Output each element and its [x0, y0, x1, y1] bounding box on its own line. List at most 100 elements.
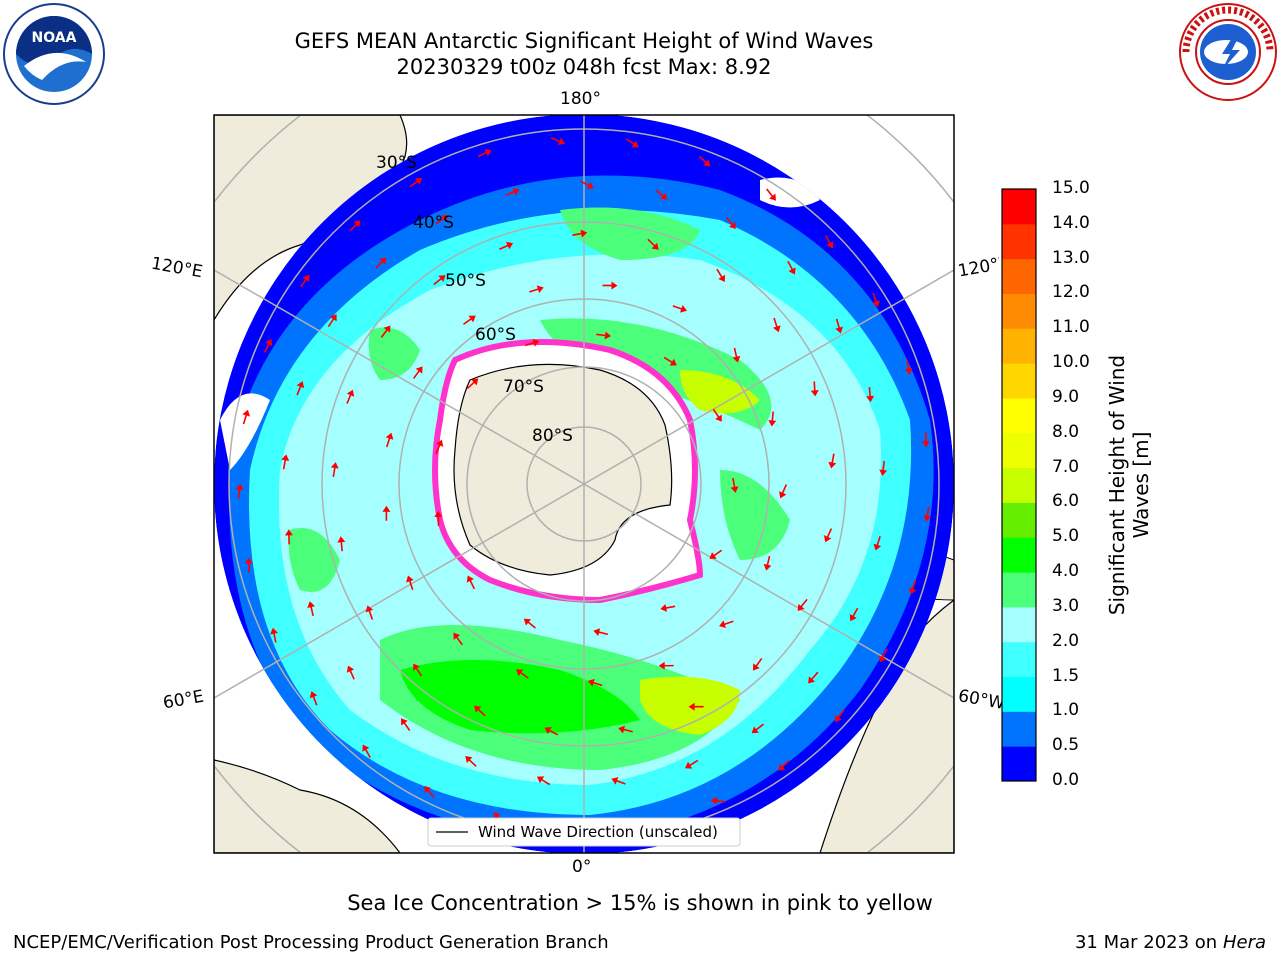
colorbar-tick-label: 13.0 [1052, 247, 1090, 268]
colorbar-tick-label: 15.0 [1052, 178, 1090, 198]
wave-direction-arrow [618, 725, 633, 734]
wave-direction-arrow [550, 136, 565, 145]
wave-direction-arrow [710, 796, 726, 805]
colorbar-segment [1002, 572, 1036, 608]
colorbar-segment [1002, 606, 1036, 643]
wave-direction-arrow [625, 138, 639, 148]
colorbar-tick-label: 6.0 [1052, 491, 1080, 512]
wave-direction-arrow [349, 220, 361, 232]
wave-direction-arrow [281, 454, 290, 470]
wave-direction-arrow [465, 756, 477, 767]
wave-direction-arrow [270, 627, 278, 643]
colorbar-tick-label: 0.5 [1052, 735, 1080, 756]
wave-direction-arrow [327, 314, 337, 328]
wave-direction-arrow [296, 381, 305, 396]
wave-direction-arrow [698, 155, 711, 167]
lat-label-50s: 50°S [445, 271, 486, 291]
wave-direction-arrow [572, 229, 588, 238]
colorbar-title-line2: Waves [m] [1129, 431, 1153, 539]
wave-direction-arrow [773, 317, 781, 333]
legend-label: Wind Wave Direction (unscaled) [478, 823, 718, 841]
wave-direction-arrow [655, 189, 668, 200]
colorbar-segment [1002, 467, 1036, 503]
wave-direction-arrow [264, 338, 273, 353]
wave-direction-arrow [879, 648, 888, 663]
wave-direction-arrow [763, 555, 772, 571]
wave-direction-arrow [435, 439, 444, 454]
colorbar-segment [1002, 432, 1036, 469]
wave-direction-arrow [730, 477, 739, 493]
colorbar-tick-label: 0.0 [1052, 770, 1080, 790]
colorbar-tick-label: 8.0 [1052, 421, 1080, 442]
colorbar-tick-label: 1.0 [1052, 700, 1080, 721]
wave-direction-arrow [309, 691, 318, 706]
wave-direction-arrow [400, 718, 411, 731]
wave-direction-arrow [453, 632, 463, 646]
wave-direction-arrow [824, 234, 834, 249]
colorbar-tick-label: 4.0 [1052, 561, 1080, 582]
colorbar-segment [1002, 502, 1036, 538]
wave-direction-arrow [834, 709, 845, 723]
wave-direction-arrow [330, 462, 339, 478]
lat-label-80s: 80°S [532, 426, 573, 446]
wave-direction-arrow [375, 257, 387, 269]
wave-direction-arrow [505, 188, 520, 197]
wave-direction-arrow [434, 510, 443, 526]
wave-direction-arrow [477, 149, 492, 158]
wave-direction-arrow [235, 483, 244, 499]
wave-direction-arrow [685, 759, 699, 769]
wave-direction-arrow [751, 723, 765, 734]
wave-direction-arrow [413, 663, 423, 677]
wave-direction-arrow [872, 292, 880, 308]
colorbar-tick-label: 7.0 [1052, 456, 1080, 477]
wave-direction-arrow [688, 702, 704, 711]
wave-direction-arrow [463, 315, 476, 325]
colorbar [1001, 188, 1037, 782]
colorbar-segment [1002, 328, 1036, 364]
wave-direction-arrow [879, 460, 888, 476]
wave-direction-arrow [499, 241, 514, 251]
wave-direction-arrow [380, 325, 391, 338]
noaa-logo: NOAA [3, 3, 105, 105]
wave-direction-arrow [435, 215, 449, 225]
footer-date: 31 Mar 2023 on [1074, 932, 1218, 953]
wave-direction-arrow [244, 557, 253, 573]
wave-direction-arrow [365, 605, 374, 620]
colorbar-title-line1: Significant Height of Wind [1105, 354, 1129, 616]
wave-direction-arrow [921, 432, 930, 448]
wave-direction-arrow [712, 408, 722, 422]
wave-direction-arrow [719, 620, 734, 628]
wave-direction-arrow [385, 432, 394, 448]
footer-producer: NCEP/EMC/Verification Post Processing Pr… [13, 932, 609, 953]
colorbar-segment [1002, 189, 1036, 225]
plot-title: GEFS MEAN Antarctic Significant Height o… [294, 29, 874, 53]
colorbar-segment [1002, 537, 1036, 573]
colorbar-tick-label: 9.0 [1052, 386, 1080, 407]
wave-direction-arrow [611, 777, 626, 785]
wave-direction-arrow [242, 409, 251, 425]
wave-direction-arrow [732, 347, 741, 363]
wave-direction-arrow [516, 669, 529, 679]
wave-direction-arrow [663, 356, 677, 366]
wave-direction-arrow [849, 607, 859, 622]
lat-label-30s: 30°S [376, 153, 417, 173]
wave-direction-arrow [660, 604, 676, 612]
map-frame [213, 114, 955, 854]
colorbar-tick-label: 12.0 [1052, 282, 1090, 303]
wave-direction-arrow [787, 260, 796, 275]
graticule [214, 115, 954, 853]
wave-direction-arrow [766, 188, 776, 201]
wave-direction-arrow [602, 281, 618, 290]
noaa-logo-text: NOAA [32, 30, 77, 46]
africa-land [214, 759, 401, 853]
wave-direction-arrow [536, 776, 551, 786]
wave-direction-arrow [709, 549, 723, 559]
colorbar-tick-label: 14.0 [1052, 212, 1090, 233]
colorbar-segment [1002, 258, 1036, 294]
wave-direction-arrow [908, 580, 917, 595]
wave-direction-arrow [873, 536, 882, 551]
wave-direction-arrow [866, 387, 875, 403]
wave-direction-arrow [808, 671, 819, 684]
wave-direction-arrow [779, 484, 788, 499]
